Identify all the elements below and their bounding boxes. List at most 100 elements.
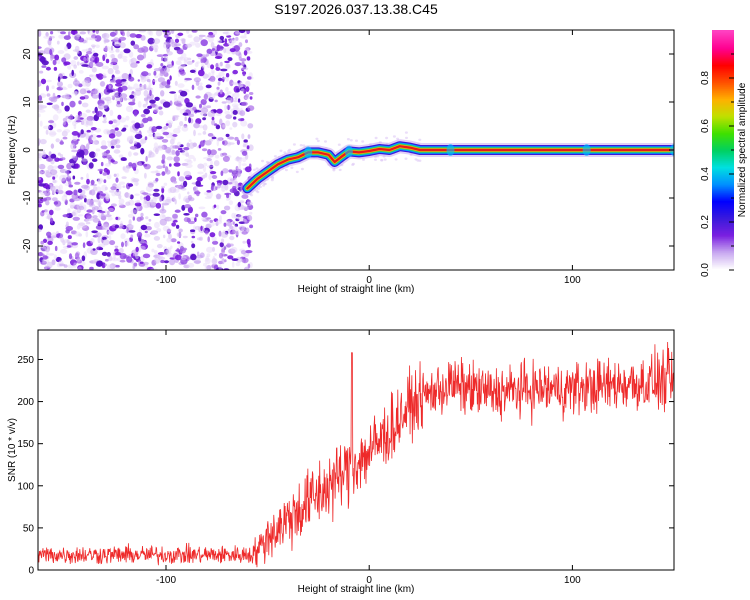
noise-blob <box>220 38 224 42</box>
noise-blob <box>164 216 172 222</box>
noise-blob <box>119 223 124 228</box>
colorbar-cell <box>712 112 734 115</box>
noise-blob <box>215 67 221 71</box>
noise-blob <box>245 86 250 92</box>
noise-blob <box>237 171 241 178</box>
noise-blob <box>156 165 163 169</box>
noise-blob <box>77 214 84 217</box>
colorbar-cell <box>712 104 734 107</box>
noise-blob <box>150 205 155 209</box>
noise-blob <box>90 130 94 134</box>
noise-blob <box>239 200 245 204</box>
noise-blob <box>241 150 248 156</box>
noise-blob <box>49 209 54 216</box>
noise-blob <box>404 157 408 160</box>
noise-blob <box>57 81 63 87</box>
noise-blob <box>199 140 205 147</box>
noise-blob <box>106 229 110 235</box>
noise-blob <box>74 181 81 185</box>
snr-series-line <box>38 341 674 568</box>
noise-blob <box>61 195 68 202</box>
noise-blob <box>134 122 141 129</box>
noise-blob <box>164 84 172 90</box>
noise-blob <box>192 106 197 111</box>
noise-blob <box>89 60 94 68</box>
noise-blob <box>154 221 160 229</box>
noise-blob <box>182 197 190 202</box>
noise-blob <box>69 114 74 120</box>
noise-blob <box>238 221 246 224</box>
noise-blob <box>140 76 147 83</box>
colorbar-cell <box>712 202 734 205</box>
noise-blob <box>234 175 237 182</box>
noise-blob <box>137 101 142 108</box>
noise-blob <box>374 158 377 161</box>
noise-blob <box>216 139 219 147</box>
noise-blob <box>226 136 235 140</box>
noise-blob <box>120 157 127 161</box>
noise-blob <box>91 44 96 47</box>
noise-blob <box>200 111 207 116</box>
colorbar-cell <box>712 42 734 45</box>
noise-blob <box>70 162 74 166</box>
noise-blob <box>146 129 153 134</box>
noise-blob <box>46 261 53 269</box>
noise-blob <box>95 44 100 49</box>
noise-blob <box>205 84 212 89</box>
noise-blob <box>92 218 100 223</box>
colorbar-cell <box>712 218 734 221</box>
noise-blob <box>88 61 94 69</box>
noise-blob <box>167 122 173 129</box>
noise-blob <box>179 150 185 153</box>
noise-blob <box>211 116 215 121</box>
noise-blob <box>46 93 51 97</box>
noise-blob <box>85 109 91 113</box>
noise-blob <box>324 140 327 143</box>
noise-blob <box>177 65 184 71</box>
noise-blob <box>171 149 176 155</box>
colorbar-cell <box>712 178 734 181</box>
noise-blob <box>193 157 197 162</box>
colorbar-cell <box>712 168 734 171</box>
noise-blob <box>223 222 227 227</box>
noise-blob <box>196 53 203 57</box>
noise-blob <box>92 215 98 219</box>
noise-blob <box>166 156 173 161</box>
noise-blob <box>217 91 225 98</box>
colorbar-cell <box>712 58 734 61</box>
noise-blob <box>59 168 67 173</box>
noise-blob <box>46 170 50 174</box>
track-blob <box>344 145 353 158</box>
noise-blob <box>191 59 195 63</box>
spectrogram-track <box>240 139 674 196</box>
noise-blob <box>221 258 225 265</box>
colorbar-cell <box>712 158 734 161</box>
colorbar-cell <box>712 150 734 153</box>
noise-blob <box>123 124 129 128</box>
noise-blob <box>385 136 389 140</box>
noise-blob <box>115 48 120 53</box>
noise-blob <box>41 65 47 68</box>
noise-blob <box>218 252 224 259</box>
noise-blob <box>58 236 63 240</box>
noise-blob <box>143 83 147 90</box>
noise-blob <box>123 97 128 101</box>
noise-blob <box>220 231 229 238</box>
noise-blob <box>232 121 238 128</box>
noise-blob <box>99 210 106 214</box>
colorbar-cell <box>712 212 734 215</box>
colorbar-cell <box>712 198 734 201</box>
noise-blob <box>135 246 139 252</box>
noise-blob <box>132 178 140 183</box>
noise-blob <box>185 163 193 168</box>
noise-blob <box>38 82 42 87</box>
noise-blob <box>234 229 240 236</box>
noise-blob <box>166 51 173 56</box>
noise-blob <box>247 76 252 80</box>
noise-blob <box>165 146 172 154</box>
noise-blob <box>351 163 355 166</box>
noise-blob <box>80 144 84 150</box>
noise-blob <box>196 176 203 182</box>
noise-blob <box>45 129 49 135</box>
noise-blob <box>197 69 205 77</box>
